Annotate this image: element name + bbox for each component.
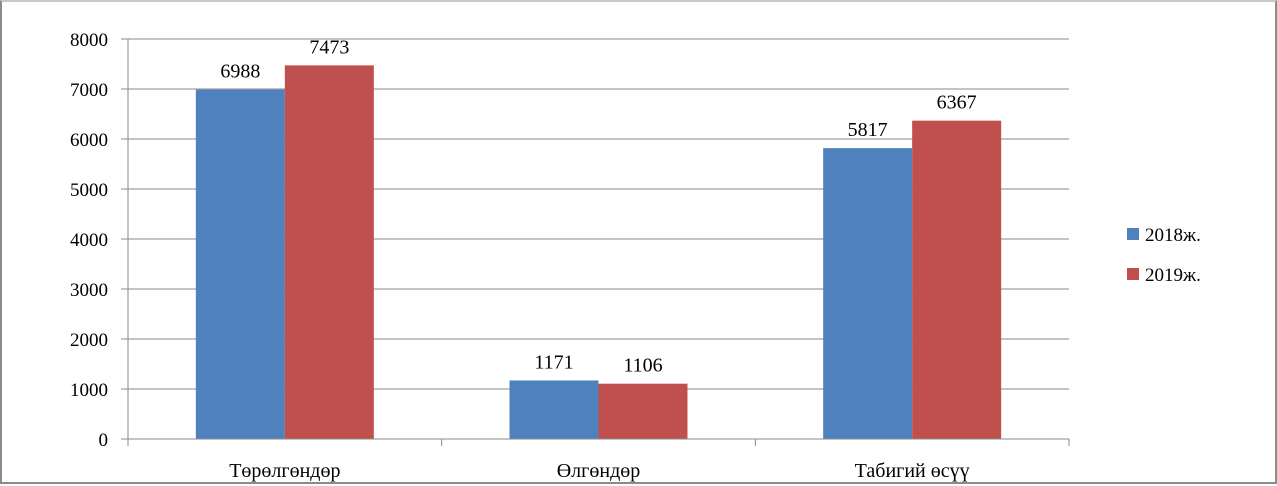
axes	[121, 38, 1070, 446]
legend-label: 2019ж.	[1145, 265, 1201, 286]
y-tick-label: 3000	[70, 280, 108, 301]
y-tick-label: 6000	[70, 130, 108, 151]
bar	[509, 380, 599, 439]
bar	[598, 383, 688, 439]
legend: 2018ж. 2019ж.	[1127, 225, 1201, 286]
data-labels: 6988 7473 1171 1106 5817 6367	[220, 36, 976, 376]
bars	[195, 65, 1002, 440]
bar	[195, 89, 285, 439]
data-label: 6367	[937, 92, 977, 114]
data-label: 6988	[220, 61, 260, 83]
y-tick-labels: 0 1000 2000 3000 4000 5000 6000 7000 8000	[70, 30, 108, 451]
data-label: 1171	[534, 351, 573, 373]
y-tick-label: 4000	[70, 230, 108, 251]
category-label: Өлгөндөр	[557, 460, 641, 482]
bar	[284, 65, 374, 439]
y-tick-label: 0	[99, 430, 109, 451]
category-labels: Төрөлгөндөр Өлгөндөр Табигий өсүү	[229, 460, 969, 482]
bar	[823, 148, 913, 439]
bar	[912, 120, 1002, 440]
data-label: 7473	[309, 36, 349, 58]
y-tick-label: 1000	[70, 380, 108, 401]
category-label: Табигий өсүү	[855, 460, 970, 482]
data-label: 5817	[848, 119, 888, 141]
y-tick-label: 7000	[70, 80, 108, 101]
y-tick-label: 8000	[70, 30, 108, 51]
y-tick-label: 2000	[70, 330, 108, 351]
legend-swatch	[1127, 268, 1139, 280]
legend-swatch	[1127, 228, 1139, 240]
data-label: 1106	[623, 355, 662, 377]
legend-label: 2018ж.	[1145, 225, 1201, 246]
y-tick-label: 5000	[70, 180, 108, 201]
category-label: Төрөлгөндөр	[229, 460, 340, 482]
